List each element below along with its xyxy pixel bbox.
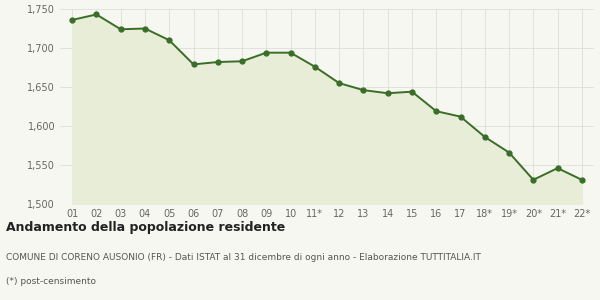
Text: Andamento della popolazione residente: Andamento della popolazione residente (6, 220, 285, 233)
Text: COMUNE DI CORENO AUSONIO (FR) - Dati ISTAT al 31 dicembre di ogni anno - Elabora: COMUNE DI CORENO AUSONIO (FR) - Dati IST… (6, 254, 481, 262)
Text: (*) post-censimento: (*) post-censimento (6, 278, 96, 286)
